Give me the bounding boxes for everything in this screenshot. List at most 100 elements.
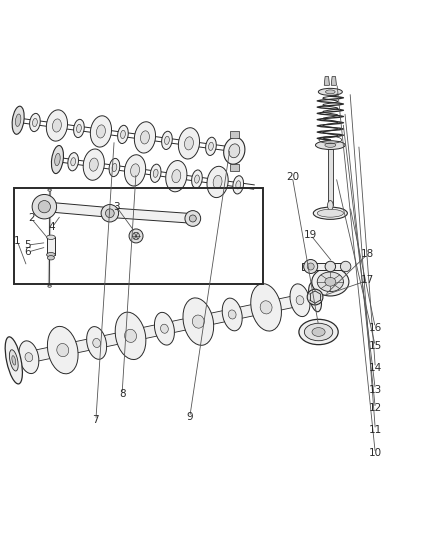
Ellipse shape bbox=[312, 290, 318, 304]
Text: 6: 6 bbox=[25, 247, 31, 257]
Circle shape bbox=[133, 232, 140, 239]
Text: 14: 14 bbox=[369, 363, 382, 373]
Ellipse shape bbox=[115, 312, 146, 360]
Circle shape bbox=[32, 195, 57, 219]
Ellipse shape bbox=[325, 143, 336, 147]
Circle shape bbox=[325, 261, 336, 272]
Ellipse shape bbox=[191, 170, 202, 188]
Ellipse shape bbox=[251, 284, 282, 331]
Ellipse shape bbox=[194, 175, 199, 183]
Ellipse shape bbox=[74, 119, 84, 138]
Polygon shape bbox=[44, 202, 193, 223]
Ellipse shape bbox=[184, 137, 194, 150]
Text: 7: 7 bbox=[92, 415, 99, 425]
Ellipse shape bbox=[124, 329, 137, 342]
Ellipse shape bbox=[131, 164, 140, 177]
Polygon shape bbox=[230, 131, 239, 138]
Circle shape bbox=[185, 211, 201, 227]
Ellipse shape bbox=[12, 106, 24, 134]
Ellipse shape bbox=[112, 164, 117, 172]
Circle shape bbox=[106, 209, 114, 217]
Ellipse shape bbox=[318, 88, 343, 95]
Ellipse shape bbox=[162, 131, 172, 149]
Ellipse shape bbox=[313, 207, 347, 220]
Text: 8: 8 bbox=[119, 389, 125, 399]
Ellipse shape bbox=[12, 356, 16, 365]
Ellipse shape bbox=[48, 285, 51, 287]
Text: 3: 3 bbox=[113, 201, 120, 212]
Text: 18: 18 bbox=[361, 249, 374, 259]
Ellipse shape bbox=[153, 169, 158, 177]
Ellipse shape bbox=[134, 122, 155, 153]
Text: 12: 12 bbox=[369, 403, 382, 414]
Ellipse shape bbox=[233, 176, 244, 194]
Ellipse shape bbox=[90, 116, 112, 147]
Circle shape bbox=[38, 200, 50, 213]
Text: 4: 4 bbox=[49, 222, 56, 232]
Circle shape bbox=[307, 289, 323, 305]
Ellipse shape bbox=[141, 131, 149, 144]
Circle shape bbox=[307, 263, 314, 270]
Ellipse shape bbox=[228, 310, 236, 319]
Circle shape bbox=[101, 205, 119, 222]
Polygon shape bbox=[331, 77, 336, 85]
Text: 9: 9 bbox=[187, 412, 193, 422]
Text: 11: 11 bbox=[369, 425, 382, 435]
Ellipse shape bbox=[260, 301, 272, 314]
Ellipse shape bbox=[68, 152, 78, 171]
Text: 1: 1 bbox=[14, 236, 21, 246]
Ellipse shape bbox=[192, 315, 204, 328]
Ellipse shape bbox=[166, 160, 187, 192]
Polygon shape bbox=[13, 292, 316, 366]
Circle shape bbox=[129, 229, 143, 243]
Ellipse shape bbox=[317, 272, 343, 292]
Bar bbox=[328, 147, 332, 205]
Ellipse shape bbox=[317, 209, 343, 217]
Ellipse shape bbox=[10, 350, 18, 371]
Text: 2: 2 bbox=[28, 214, 35, 223]
Circle shape bbox=[304, 260, 318, 273]
Ellipse shape bbox=[172, 169, 181, 183]
Ellipse shape bbox=[19, 341, 39, 374]
Ellipse shape bbox=[30, 114, 40, 132]
Ellipse shape bbox=[46, 110, 67, 141]
Ellipse shape bbox=[53, 119, 61, 132]
Ellipse shape bbox=[312, 268, 349, 296]
Ellipse shape bbox=[312, 328, 325, 336]
Ellipse shape bbox=[25, 353, 33, 362]
Ellipse shape bbox=[51, 146, 64, 174]
Ellipse shape bbox=[118, 125, 128, 143]
Circle shape bbox=[340, 261, 351, 272]
Ellipse shape bbox=[55, 154, 60, 166]
Text: 5: 5 bbox=[25, 240, 31, 250]
Ellipse shape bbox=[155, 312, 174, 345]
Ellipse shape bbox=[150, 164, 161, 182]
Ellipse shape bbox=[47, 326, 78, 374]
Ellipse shape bbox=[236, 181, 240, 189]
Ellipse shape bbox=[120, 131, 125, 139]
Text: 17: 17 bbox=[361, 276, 374, 286]
Ellipse shape bbox=[325, 90, 335, 94]
Bar bbox=[14, 188, 263, 284]
Ellipse shape bbox=[46, 253, 55, 257]
Ellipse shape bbox=[224, 138, 245, 164]
Text: 20: 20 bbox=[286, 172, 299, 182]
Polygon shape bbox=[230, 164, 239, 171]
Ellipse shape bbox=[205, 137, 216, 156]
Ellipse shape bbox=[48, 189, 51, 191]
Ellipse shape bbox=[299, 319, 338, 345]
Ellipse shape bbox=[178, 128, 200, 159]
Ellipse shape bbox=[32, 118, 37, 127]
Ellipse shape bbox=[83, 149, 104, 180]
Ellipse shape bbox=[290, 284, 310, 317]
Ellipse shape bbox=[207, 166, 228, 198]
Ellipse shape bbox=[296, 296, 304, 305]
Ellipse shape bbox=[89, 158, 98, 171]
Text: 16: 16 bbox=[369, 322, 382, 333]
Ellipse shape bbox=[93, 338, 100, 348]
Ellipse shape bbox=[229, 144, 240, 158]
Ellipse shape bbox=[77, 124, 81, 133]
Ellipse shape bbox=[183, 298, 214, 345]
Ellipse shape bbox=[309, 282, 321, 312]
Polygon shape bbox=[324, 77, 329, 85]
